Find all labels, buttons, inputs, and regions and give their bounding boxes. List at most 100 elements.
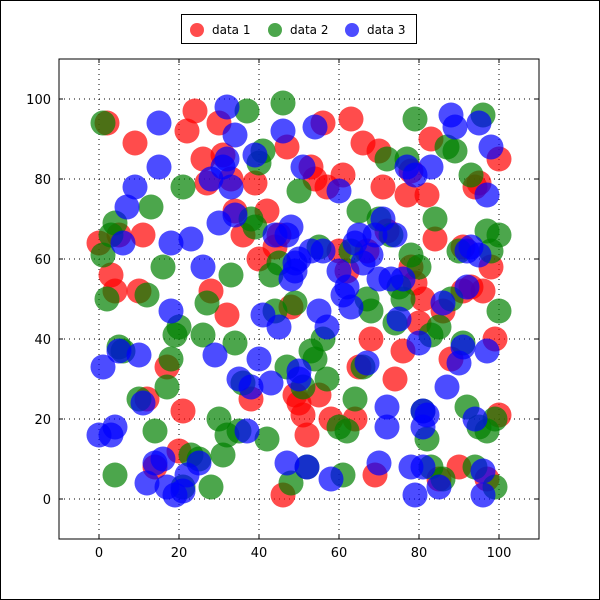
point-data-3-90 bbox=[426, 474, 452, 500]
point-data-3-59 bbox=[318, 466, 344, 492]
point-data-3-58 bbox=[314, 314, 340, 340]
point-data-2-9 bbox=[134, 282, 160, 308]
point-data-3-35 bbox=[238, 374, 264, 400]
point-data-2-2 bbox=[94, 286, 120, 312]
point-data-3-84 bbox=[406, 330, 432, 356]
point-data-2-0 bbox=[90, 110, 116, 136]
legend: data 1 data 2 data 3 bbox=[181, 14, 417, 44]
point-data-2-76 bbox=[426, 314, 452, 340]
point-data-3-57 bbox=[310, 238, 336, 264]
point-data-3-29 bbox=[214, 94, 240, 120]
point-data-3-52 bbox=[290, 154, 316, 180]
point-data-2-57 bbox=[346, 198, 372, 224]
point-data-3-107 bbox=[466, 110, 492, 136]
point-data-3-31 bbox=[222, 202, 248, 228]
point-data-1-35 bbox=[290, 402, 316, 428]
point-data-3-16 bbox=[158, 298, 184, 324]
y-tick-label-100: 100 bbox=[26, 93, 51, 108]
point-data-3-1 bbox=[90, 354, 116, 380]
point-data-3-88 bbox=[414, 402, 440, 428]
point-data-3-55 bbox=[302, 114, 328, 140]
x-tick-label-0: 0 bbox=[95, 546, 103, 561]
point-data-3-32 bbox=[222, 122, 248, 148]
point-data-1-58 bbox=[394, 182, 420, 208]
point-data-2-12 bbox=[150, 254, 176, 280]
point-data-2-1 bbox=[90, 242, 116, 268]
y-tick-label-60: 60 bbox=[34, 253, 51, 268]
point-data-3-89 bbox=[418, 154, 444, 180]
point-data-3-3 bbox=[102, 414, 128, 440]
point-data-3-68 bbox=[354, 350, 380, 376]
point-data-2-25 bbox=[210, 442, 236, 468]
point-data-3-36 bbox=[242, 142, 268, 168]
point-data-2-44 bbox=[286, 178, 312, 204]
point-data-2-14 bbox=[158, 346, 184, 372]
point-data-2-21 bbox=[190, 322, 216, 348]
point-data-1-7 bbox=[130, 222, 156, 248]
plot-border bbox=[58, 58, 540, 540]
x-tick-label-60: 60 bbox=[331, 546, 348, 561]
point-data-2-43 bbox=[282, 290, 308, 316]
point-data-1-20 bbox=[214, 302, 240, 328]
point-data-3-64 bbox=[338, 294, 364, 320]
point-data-3-102 bbox=[470, 482, 496, 508]
point-data-3-60 bbox=[326, 178, 352, 204]
y-tick-label-20: 20 bbox=[34, 413, 51, 428]
legend-item-data-1: data 1 bbox=[190, 21, 250, 39]
point-data-1-15 bbox=[190, 146, 216, 172]
point-data-3-78 bbox=[386, 306, 412, 332]
point-data-2-93 bbox=[486, 298, 512, 324]
point-data-3-96 bbox=[450, 334, 476, 360]
point-data-3-79 bbox=[390, 266, 416, 292]
point-data-1-12 bbox=[170, 398, 196, 424]
point-data-2-7 bbox=[102, 462, 128, 488]
point-data-2-62 bbox=[374, 146, 400, 172]
point-data-3-101 bbox=[466, 242, 492, 268]
point-data-2-54 bbox=[334, 418, 360, 444]
point-data-3-98 bbox=[454, 274, 480, 300]
point-data-2-60 bbox=[358, 298, 384, 324]
point-data-3-41 bbox=[266, 314, 292, 340]
point-data-1-51 bbox=[358, 326, 384, 352]
point-data-3-85 bbox=[410, 454, 436, 480]
point-data-3-25 bbox=[202, 342, 228, 368]
point-data-1-36 bbox=[294, 422, 320, 448]
point-data-2-13 bbox=[154, 374, 180, 400]
point-data-2-69 bbox=[402, 106, 428, 132]
y-tick-label-80: 80 bbox=[34, 173, 51, 188]
point-data-2-27 bbox=[218, 262, 244, 288]
legend-marker-data-1 bbox=[190, 23, 204, 37]
point-data-3-9 bbox=[130, 390, 156, 416]
point-data-3-94 bbox=[442, 114, 468, 140]
point-data-1-65 bbox=[422, 226, 448, 252]
point-data-3-63 bbox=[334, 274, 360, 300]
point-data-3-6 bbox=[114, 194, 140, 220]
point-data-3-100 bbox=[462, 406, 488, 432]
data-points bbox=[86, 90, 512, 508]
point-data-1-25 bbox=[242, 170, 268, 196]
point-data-3-10 bbox=[134, 470, 160, 496]
point-data-3-21 bbox=[178, 226, 204, 252]
legend-label-data-1: data 1 bbox=[212, 23, 251, 37]
point-data-3-92 bbox=[434, 374, 460, 400]
point-data-2-66 bbox=[390, 286, 416, 312]
point-data-2-80 bbox=[442, 138, 468, 164]
point-data-3-77 bbox=[382, 222, 408, 248]
point-data-2-56 bbox=[342, 386, 368, 412]
point-data-3-7 bbox=[122, 174, 148, 200]
legend-item-data-3: data 3 bbox=[345, 21, 405, 39]
point-data-3-104 bbox=[474, 182, 500, 208]
point-data-3-105 bbox=[474, 338, 500, 364]
x-tick-label-100: 100 bbox=[487, 546, 512, 561]
legend-item-data-2: data 2 bbox=[268, 21, 328, 39]
legend-marker-data-3 bbox=[345, 23, 359, 37]
y-tick-label-40: 40 bbox=[34, 333, 51, 348]
point-data-3-83 bbox=[402, 482, 428, 508]
point-data-1-46 bbox=[338, 106, 364, 132]
point-data-3-30 bbox=[218, 174, 244, 200]
legend-label-data-2: data 2 bbox=[290, 23, 329, 37]
point-data-3-44 bbox=[274, 450, 300, 476]
legend-label-data-3: data 3 bbox=[367, 23, 406, 37]
point-data-3-42 bbox=[270, 118, 296, 144]
